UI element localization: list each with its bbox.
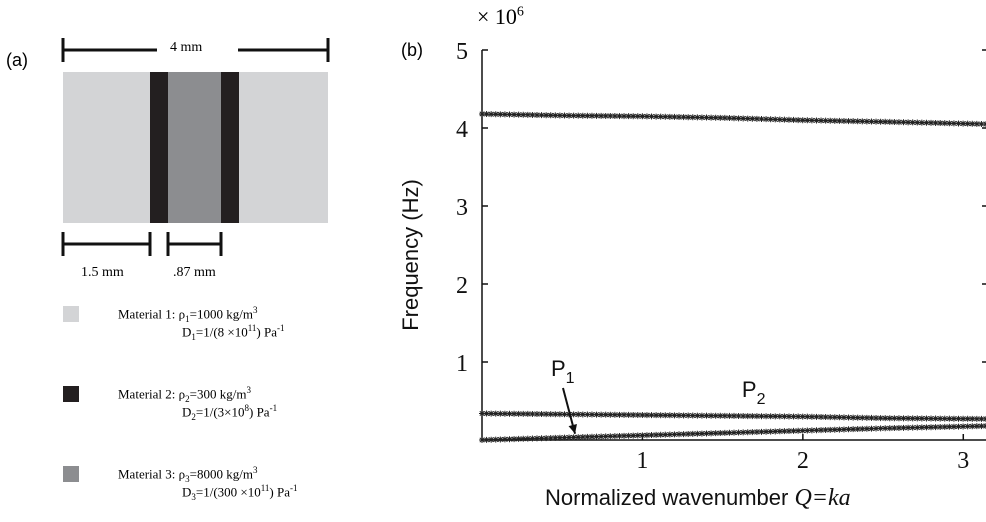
annotation-p2: P2 [742, 377, 766, 408]
material-1-compliance-unit: ) Pa [256, 324, 277, 339]
material-1-compliance-unit-exp: -1 [277, 323, 285, 333]
y-tick-label-3: 3 [456, 195, 468, 221]
dispersion-chart: 123451 2 3 P1 P2 Frequency (Hz) Normalized … [390, 0, 986, 515]
material-1-d-symbol: D [182, 324, 191, 339]
chart-ticks: 1 2 3 4 5 1 2 3 [456, 39, 986, 474]
material-2-d-symbol: D [182, 404, 191, 419]
total-width-label: 4 mm [170, 40, 202, 56]
material-2-density-exp: 3 [246, 385, 251, 395]
material-1-right-layer [239, 72, 328, 223]
annotation-subscript: 1 [566, 370, 575, 387]
annotation-subscript: 2 [757, 391, 766, 408]
material-3-name: Material 3: [118, 466, 179, 481]
material-2-name: Material 2: [118, 386, 179, 401]
material-1-compliance: =1/(8 ×10 [196, 324, 248, 339]
material-2-compliance-unit: ) Pa [249, 404, 270, 419]
material-2-compliance-unit-exp: -1 [270, 403, 278, 413]
material-1-left-layer [63, 72, 150, 223]
p1-arrow-head [569, 424, 577, 434]
material-1-swatch [63, 306, 79, 322]
left-width-dimension [63, 232, 150, 256]
material-1-name: Material 1: [118, 306, 179, 321]
material-3-compliance: =1/(300 ×10 [196, 484, 261, 499]
material-2-left-layer [150, 72, 168, 223]
x-axis-label: Normalized wavenumber Q=ka [545, 485, 851, 511]
annotation-label: P [551, 356, 566, 381]
x-tick-label-1: 1 [636, 448, 648, 474]
chart-series [479, 111, 986, 443]
material-3-density-exp: 3 [253, 465, 258, 475]
material-3-center-layer [168, 72, 221, 223]
chart-axes [482, 50, 986, 440]
mid-width-dimension [168, 232, 221, 256]
material-3-compliance-unit: ) Pa [269, 484, 290, 499]
material-3-d-symbol: D [182, 484, 191, 499]
annotation-p1: P1 [551, 356, 575, 387]
mid-width-label: .87 mm [173, 265, 216, 281]
y-tick-label-5: 5 [456, 39, 468, 65]
x-axis-label-text: Normalized wavenumber [545, 485, 794, 510]
material-3-compliance-unit-exp: -1 [290, 483, 298, 493]
x-tick-label-2: 2 [797, 448, 809, 474]
material-2-swatch [63, 386, 79, 402]
material-3-swatch [63, 466, 79, 482]
series-2-markers [479, 410, 986, 421]
material-2-compliance: =1/(3×10 [196, 404, 245, 419]
y-tick-label-2: 2 [456, 273, 468, 299]
series-1-markers [479, 111, 986, 127]
y-axis-label: Frequency (Hz) [398, 179, 423, 331]
material-1-density-exp: 3 [253, 305, 258, 315]
x-tick-label-3: 3 [957, 448, 969, 474]
left-width-label: 1.5 mm [81, 265, 124, 281]
chart-annotations: P1 P2 [551, 356, 766, 434]
x-axis-label-math: Q=ka [794, 485, 850, 511]
y-tick-label-4: 4 [456, 117, 468, 143]
y-tick-label-1: 1 [456, 351, 468, 377]
panel-a-geometry [0, 0, 390, 515]
material-2-right-layer [221, 72, 239, 223]
annotation-label: P [742, 377, 757, 402]
